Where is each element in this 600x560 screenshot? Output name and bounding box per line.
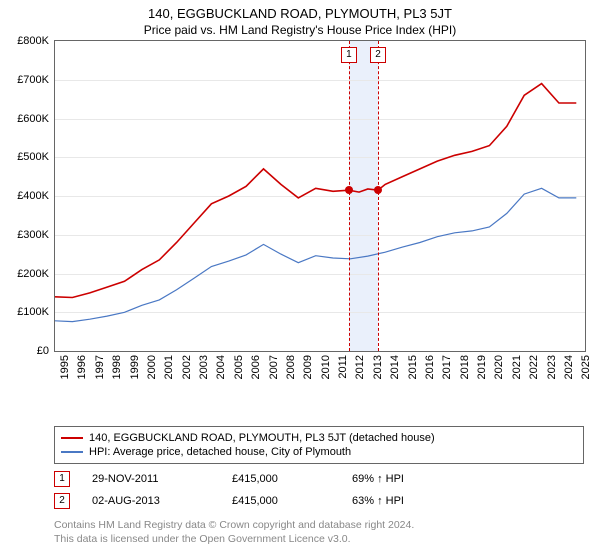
xtick-label: 1996 <box>76 355 88 379</box>
legend-label: HPI: Average price, detached house, City… <box>89 446 351 458</box>
xtick-label: 2000 <box>146 355 158 379</box>
sale-rel-hpi: 63% ↑ HPI <box>352 495 472 507</box>
sales-table: 1 29-NOV-2011£415,00069% ↑ HPI 2 02-AUG-201… <box>54 468 584 512</box>
ytick-label: £300K <box>17 229 49 241</box>
xtick-label: 2012 <box>354 355 366 379</box>
chart-lines <box>55 41 585 351</box>
marker-point <box>345 186 353 194</box>
marker-badge: 1 <box>341 47 357 63</box>
legend: 140, EGGBUCKLAND ROAD, PLYMOUTH, PL3 5JT… <box>54 426 584 464</box>
footer-line-1: Contains HM Land Registry data © Crown c… <box>54 518 584 532</box>
chart-area: £0£100K£200K£300K£400K£500K£600K£700K£80… <box>8 40 592 386</box>
xtick-label: 2003 <box>198 355 210 379</box>
xtick-label: 2007 <box>268 355 280 379</box>
plot-area: £0£100K£200K£300K£400K£500K£600K£700K£80… <box>54 40 586 352</box>
sale-badge: 2 <box>54 493 70 509</box>
xtick-label: 2011 <box>337 355 349 379</box>
footer-line-2: This data is licensed under the Open Gov… <box>54 532 584 546</box>
xtick-label: 2006 <box>250 355 262 379</box>
legend-item: HPI: Average price, detached house, City… <box>61 445 577 459</box>
xtick-label: 2021 <box>511 355 523 379</box>
series-property <box>55 84 576 298</box>
sale-date: 29-NOV-2011 <box>92 473 232 485</box>
xtick-label: 2014 <box>389 355 401 379</box>
xtick-label: 2009 <box>302 355 314 379</box>
legend-swatch <box>61 437 83 439</box>
chart-subtitle: Price paid vs. HM Land Registry's House … <box>0 21 600 41</box>
xtick-label: 2008 <box>285 355 297 379</box>
xtick-label: 2010 <box>320 355 332 379</box>
xtick-label: 2001 <box>163 355 175 379</box>
marker-badge: 2 <box>370 47 386 63</box>
xtick-label: 1997 <box>94 355 106 379</box>
legend-swatch <box>61 451 83 453</box>
xtick-label: 1995 <box>59 355 71 379</box>
ytick-label: £800K <box>17 35 49 47</box>
legend-label: 140, EGGBUCKLAND ROAD, PLYMOUTH, PL3 5JT… <box>89 432 435 444</box>
xtick-label: 2005 <box>233 355 245 379</box>
sale-badge: 1 <box>54 471 70 487</box>
xtick-label: 1998 <box>111 355 123 379</box>
xtick-label: 2004 <box>215 355 227 379</box>
xtick-label: 2023 <box>546 355 558 379</box>
ytick-label: £200K <box>17 268 49 280</box>
chart-title: 140, EGGBUCKLAND ROAD, PLYMOUTH, PL3 5JT <box>0 0 600 21</box>
ytick-label: £600K <box>17 113 49 125</box>
xtick-label: 2025 <box>580 355 592 379</box>
ytick-label: £500K <box>17 151 49 163</box>
xtick-label: 2002 <box>181 355 193 379</box>
sale-price: £415,000 <box>232 495 352 507</box>
marker-vline <box>349 41 350 351</box>
xtick-label: 2020 <box>493 355 505 379</box>
sale-price: £415,000 <box>232 473 352 485</box>
xtick-label: 2022 <box>528 355 540 379</box>
sale-rel-hpi: 69% ↑ HPI <box>352 473 472 485</box>
xtick-label: 2019 <box>476 355 488 379</box>
xtick-label: 2015 <box>407 355 419 379</box>
xtick-label: 2018 <box>459 355 471 379</box>
ytick-label: £400K <box>17 190 49 202</box>
sale-date: 02-AUG-2013 <box>92 495 232 507</box>
sale-row: 1 29-NOV-2011£415,00069% ↑ HPI <box>54 468 584 490</box>
xtick-label: 2024 <box>563 355 575 379</box>
marker-point <box>374 186 382 194</box>
ytick-label: £100K <box>17 306 49 318</box>
ytick-label: £700K <box>17 74 49 86</box>
legend-item: 140, EGGBUCKLAND ROAD, PLYMOUTH, PL3 5JT… <box>61 431 577 445</box>
marker-vline <box>378 41 379 351</box>
xtick-label: 2013 <box>372 355 384 379</box>
xtick-label: 1999 <box>129 355 141 379</box>
footer-attribution: Contains HM Land Registry data © Crown c… <box>54 518 584 546</box>
series-hpi <box>55 188 576 321</box>
sale-row: 2 02-AUG-2013£415,00063% ↑ HPI <box>54 490 584 512</box>
ytick-label: £0 <box>37 345 49 357</box>
xtick-label: 2017 <box>441 355 453 379</box>
xtick-label: 2016 <box>424 355 436 379</box>
